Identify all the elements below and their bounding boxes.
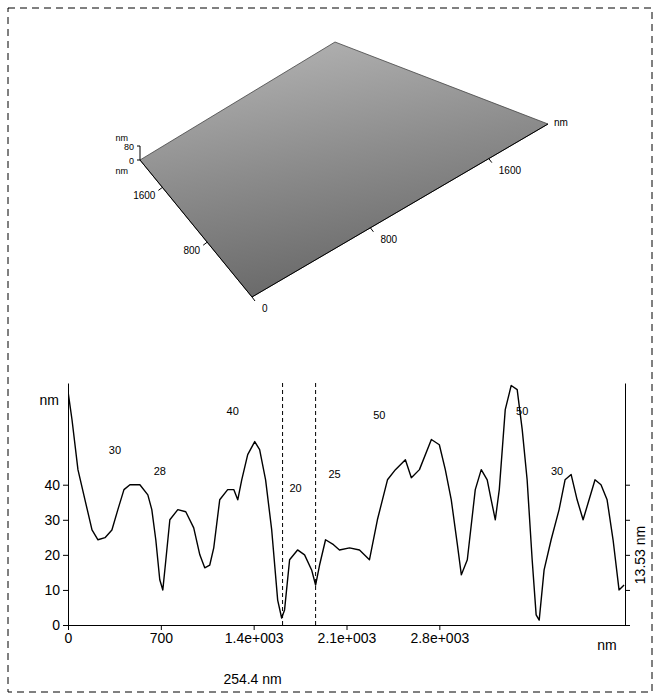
surface <box>140 42 548 297</box>
surface-axes: 080016008001600080nmnmnm <box>115 117 567 314</box>
axis-title: nm <box>40 392 59 408</box>
tick-mark <box>63 520 68 521</box>
height-difference: 13.53 nm <box>632 526 648 584</box>
tick <box>625 520 630 521</box>
tick <box>137 146 140 147</box>
annotation: 50 <box>373 409 385 421</box>
y-axis-right <box>625 384 630 626</box>
tick: 2.1e+003 <box>318 625 377 646</box>
tick-mark <box>63 485 68 486</box>
x-axis-line <box>252 124 548 297</box>
tick-mark <box>63 555 68 556</box>
tick-label: 10 <box>44 582 60 598</box>
tick <box>158 187 162 190</box>
tick-label: 1600 <box>133 190 156 201</box>
tick: 700 <box>150 625 174 646</box>
tick-mark <box>625 625 630 626</box>
x-axis: 0 700 1.4e+003 2.1e+003 2.8e+003 <box>65 625 626 646</box>
tick: 20 <box>44 547 68 563</box>
tick: 1.4e+003 <box>225 625 284 646</box>
axis-title: nm <box>115 166 128 176</box>
tick-label: 800 <box>184 245 201 256</box>
tick: 0 <box>52 617 68 633</box>
z-axis-line <box>140 146 141 160</box>
axis-line <box>625 384 626 626</box>
tick-label: 20 <box>44 547 60 563</box>
annotation: 30 <box>109 444 121 456</box>
axis-title: nm <box>597 637 616 653</box>
tick <box>137 160 140 161</box>
tick-label: 2.8e+003 <box>410 630 469 646</box>
tick: 10 <box>44 582 68 598</box>
tick-label: 700 <box>150 630 174 646</box>
tick <box>625 590 630 591</box>
annotation: 50 <box>516 405 528 417</box>
tick <box>625 485 630 486</box>
profile-line <box>68 385 624 620</box>
tick-mark <box>625 485 630 486</box>
tick-label: 0 <box>65 630 73 646</box>
tick <box>252 297 255 301</box>
annotation: 20 <box>289 482 301 494</box>
tick: 0 <box>65 625 73 646</box>
tick-label: 80 <box>124 142 134 152</box>
tick <box>489 159 492 163</box>
frame-border <box>8 8 652 692</box>
tick <box>625 625 630 626</box>
annotation: 30 <box>551 465 563 477</box>
cursor-line <box>315 383 316 625</box>
y-axis-line <box>140 160 252 297</box>
tick-mark <box>625 590 630 591</box>
tick: 2.8e+003 <box>410 625 469 646</box>
tick-label: 0 <box>262 303 268 314</box>
annotations: 30 28 40 20 25 50 50 30 <box>109 405 563 494</box>
axis-line <box>68 384 69 626</box>
tick <box>625 555 630 556</box>
tick-label: 0 <box>52 617 60 633</box>
annotation: 28 <box>154 465 166 477</box>
tick-mark <box>625 555 630 556</box>
tick: 30 <box>44 512 68 528</box>
cursor-distance: 254.4 nm <box>223 671 281 687</box>
tick-label: 1.4e+003 <box>225 630 284 646</box>
tick-label: 2.1e+003 <box>318 630 377 646</box>
tick <box>203 242 207 245</box>
tick <box>370 228 373 232</box>
tick-label: 40 <box>44 477 60 493</box>
tick-label: 30 <box>44 512 60 528</box>
y-axis: 0 10 20 30 40 <box>44 384 68 633</box>
axis-title: nm <box>554 117 568 128</box>
cursor-line <box>282 383 283 625</box>
tick-mark <box>63 625 68 626</box>
tick-mark <box>63 590 68 591</box>
tick-label: 1600 <box>499 165 522 176</box>
plot-area <box>68 383 624 625</box>
tick: 40 <box>44 477 68 493</box>
tick-label: 0 <box>129 156 134 166</box>
annotation: 25 <box>328 468 340 480</box>
tick-mark <box>625 520 630 521</box>
figure: 080016008001600080nmnmnm07001.4e+0032.1e… <box>0 0 660 700</box>
axis-title: nm <box>115 133 128 143</box>
tick-label: 800 <box>380 234 397 245</box>
annotation: 40 <box>227 405 239 417</box>
